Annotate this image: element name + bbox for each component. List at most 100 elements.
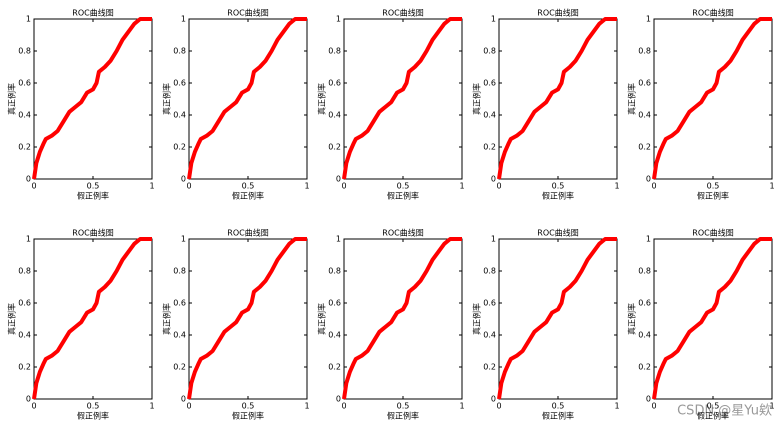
x-tick-label: 0 bbox=[31, 402, 36, 411]
roc-line bbox=[342, 237, 462, 400]
chart-title: ROC曲线图 bbox=[227, 8, 268, 18]
x-tick-label: 0.5 bbox=[707, 182, 720, 191]
y-tick-label: 0.8 bbox=[483, 267, 496, 276]
roc-line bbox=[32, 237, 152, 400]
y-tick-label: 0.6 bbox=[328, 299, 341, 308]
y-tick-label: 1 bbox=[336, 15, 341, 24]
x-tick-label: 0.5 bbox=[397, 402, 410, 411]
y-tick-label: 0.4 bbox=[18, 111, 31, 120]
y-tick-label: 0.8 bbox=[483, 47, 496, 56]
y-tick-label: 1 bbox=[646, 15, 651, 24]
y-tick-label: 0.2 bbox=[328, 143, 341, 152]
x-tick-label: 0 bbox=[651, 402, 656, 411]
plot-area bbox=[343, 238, 463, 400]
roc-line bbox=[497, 237, 617, 400]
y-tick-label: 0 bbox=[336, 395, 341, 404]
y-tick-label: 0.2 bbox=[18, 143, 31, 152]
x-tick-label: 0.5 bbox=[552, 182, 565, 191]
x-tick-label: 0 bbox=[341, 402, 346, 411]
y-tick-label: 0.2 bbox=[328, 363, 341, 372]
plot-area bbox=[653, 18, 773, 180]
y-tick-label: 0.8 bbox=[638, 267, 651, 276]
x-tick-label: 1 bbox=[614, 182, 619, 191]
y-tick-label: 1 bbox=[26, 235, 31, 244]
x-tick-label: 1 bbox=[149, 182, 154, 191]
plot-area bbox=[33, 238, 153, 400]
y-tick-label: 1 bbox=[26, 15, 31, 24]
y-tick-label: 0.6 bbox=[328, 79, 341, 88]
y-tick-label: 0.8 bbox=[173, 47, 186, 56]
y-tick-label: 1 bbox=[646, 235, 651, 244]
x-axis-label: 假正例率 bbox=[697, 191, 729, 201]
chart-title: ROC曲线图 bbox=[537, 228, 578, 238]
y-tick-label: 0.2 bbox=[638, 143, 651, 152]
y-tick-label: 0.8 bbox=[638, 47, 651, 56]
x-tick-label: 0 bbox=[341, 182, 346, 191]
y-tick-label: 0 bbox=[26, 395, 31, 404]
plot-area bbox=[653, 238, 773, 400]
y-tick-label: 0.4 bbox=[173, 331, 186, 340]
x-tick-label: 0 bbox=[186, 182, 191, 191]
y-tick-label: 1 bbox=[336, 235, 341, 244]
x-tick-label: 1 bbox=[459, 402, 464, 411]
plot-area bbox=[33, 18, 153, 180]
y-tick-label: 0.4 bbox=[638, 331, 651, 340]
chart-title: ROC曲线图 bbox=[72, 8, 113, 18]
chart-title: ROC曲线图 bbox=[692, 8, 733, 18]
y-axis-label: 真正例率 bbox=[317, 303, 327, 335]
y-tick-label: 1 bbox=[491, 235, 496, 244]
y-axis-label: 真正例率 bbox=[7, 83, 17, 115]
y-axis-label: 真正例率 bbox=[162, 83, 172, 115]
y-tick-label: 0.6 bbox=[173, 79, 186, 88]
chart-title: ROC曲线图 bbox=[537, 8, 578, 18]
y-tick-label: 1 bbox=[181, 15, 186, 24]
y-axis-label: 真正例率 bbox=[317, 83, 327, 115]
y-tick-label: 0.8 bbox=[328, 267, 341, 276]
y-tick-label: 0.6 bbox=[18, 79, 31, 88]
y-tick-label: 0.6 bbox=[638, 299, 651, 308]
y-tick-label: 0.4 bbox=[328, 331, 341, 340]
y-tick-label: 0.8 bbox=[173, 267, 186, 276]
y-tick-label: 0 bbox=[336, 175, 341, 184]
y-tick-label: 0 bbox=[491, 175, 496, 184]
x-tick-label: 1 bbox=[459, 182, 464, 191]
x-axis-label: 假正例率 bbox=[542, 411, 574, 421]
y-tick-label: 0 bbox=[181, 395, 186, 404]
y-tick-label: 0.8 bbox=[18, 267, 31, 276]
x-tick-label: 1 bbox=[149, 402, 154, 411]
x-tick-label: 0.5 bbox=[552, 402, 565, 411]
x-tick-label: 0.5 bbox=[87, 182, 100, 191]
y-tick-label: 0.6 bbox=[483, 299, 496, 308]
chart-title: ROC曲线图 bbox=[382, 8, 423, 18]
y-axis-label: 真正例率 bbox=[627, 83, 637, 115]
x-tick-label: 0.5 bbox=[707, 402, 720, 411]
x-tick-label: 0.5 bbox=[397, 182, 410, 191]
x-tick-label: 0 bbox=[31, 182, 36, 191]
x-tick-label: 1 bbox=[769, 182, 774, 191]
y-axis-label: 真正例率 bbox=[472, 303, 482, 335]
y-tick-label: 0 bbox=[181, 175, 186, 184]
y-tick-label: 0.4 bbox=[483, 111, 496, 120]
chart-title: ROC曲线图 bbox=[72, 228, 113, 238]
x-axis-label: 假正例率 bbox=[542, 191, 574, 201]
y-tick-label: 0 bbox=[491, 395, 496, 404]
y-axis-label: 真正例率 bbox=[162, 303, 172, 335]
chart-title: ROC曲线图 bbox=[382, 228, 423, 238]
y-tick-label: 1 bbox=[181, 235, 186, 244]
roc-line bbox=[497, 17, 617, 180]
roc-line bbox=[187, 237, 307, 400]
x-tick-label: 0 bbox=[496, 402, 501, 411]
y-tick-label: 0.4 bbox=[173, 111, 186, 120]
plot-area bbox=[498, 238, 618, 400]
plot-area bbox=[343, 18, 463, 180]
y-tick-label: 0.4 bbox=[483, 331, 496, 340]
watermark: CSDN @星Yu欸 bbox=[677, 404, 772, 419]
x-tick-label: 0.5 bbox=[87, 402, 100, 411]
x-tick-label: 1 bbox=[614, 402, 619, 411]
y-tick-label: 0 bbox=[646, 395, 651, 404]
x-axis-label: 假正例率 bbox=[232, 191, 264, 201]
x-tick-label: 0 bbox=[186, 402, 191, 411]
y-tick-label: 0.6 bbox=[173, 299, 186, 308]
x-axis-label: 假正例率 bbox=[77, 411, 109, 421]
